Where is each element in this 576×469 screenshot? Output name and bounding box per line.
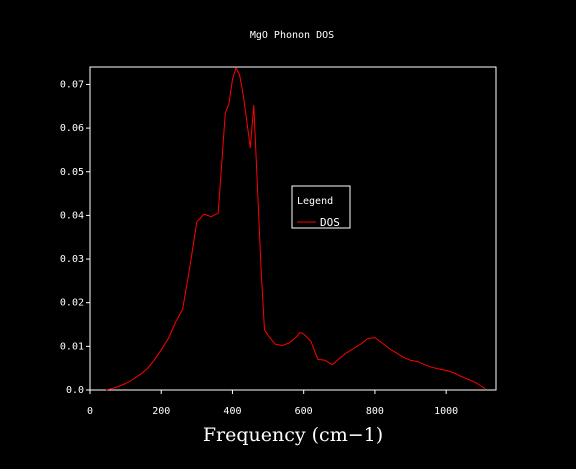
- chart-title: MgO Phonon DOS: [250, 30, 334, 41]
- x-tick-label: 200: [152, 406, 170, 417]
- legend-box: [291, 185, 351, 229]
- x-axis-label: Frequency (cm−1): [203, 424, 383, 446]
- x-tick-label: 800: [366, 406, 384, 417]
- y-tick-label: 0.05: [60, 167, 84, 178]
- plot-area-frame: [89, 66, 497, 391]
- x-tick-label: 1000: [434, 406, 458, 417]
- y-tick-label: 0.06: [60, 123, 84, 134]
- x-tick-label: 600: [295, 406, 313, 417]
- series-line-dos: [105, 67, 486, 391]
- y-tick-label: 0.07: [60, 79, 84, 90]
- y-tick-label: 0.02: [60, 298, 84, 309]
- series-layer: [105, 67, 486, 391]
- y-tick-label: 0.0: [66, 385, 84, 396]
- y-axis-ticks: 0.0 0.01 0.02 0.03 0.04 0.05 0.06 0.07: [60, 79, 90, 396]
- y-tick-label: 0.01: [60, 341, 84, 352]
- legend-title: Legend: [297, 196, 333, 207]
- y-tick-label: 0.03: [60, 254, 84, 265]
- legend-label-dos: DOS: [320, 216, 340, 229]
- x-tick-label: 0: [87, 406, 93, 417]
- legend: Legend DOS: [291, 185, 351, 229]
- y-tick-label: 0.04: [60, 210, 84, 221]
- x-axis-ticks: 0 200 400 600 800 1000: [87, 390, 458, 417]
- x-tick-label: 400: [223, 406, 241, 417]
